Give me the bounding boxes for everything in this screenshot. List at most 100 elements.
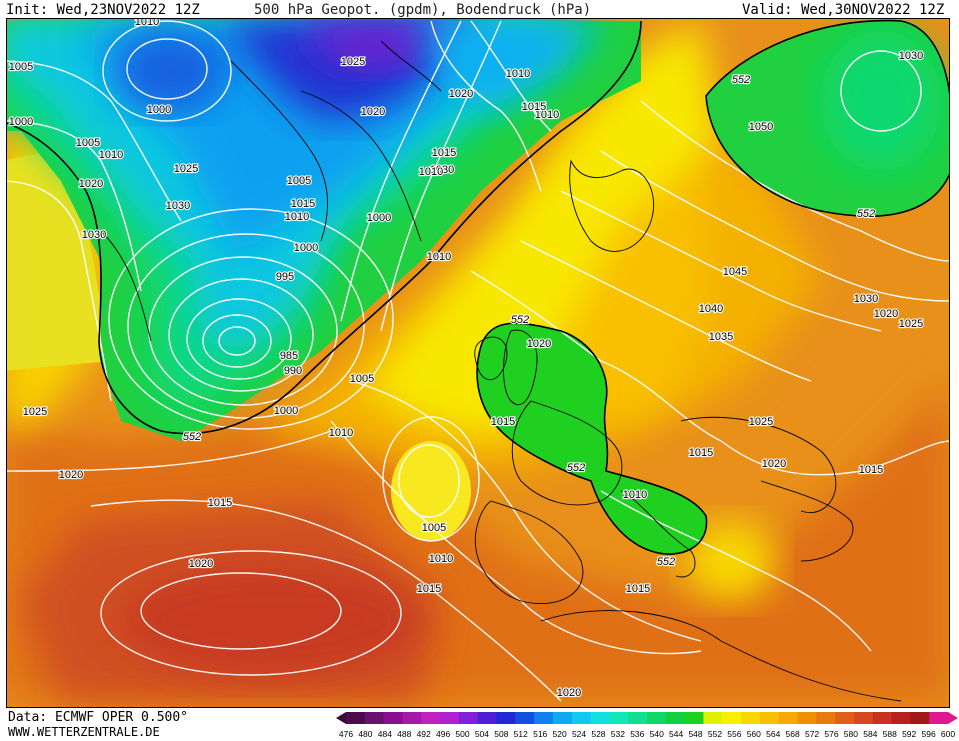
- scale-color-swatch: [778, 712, 798, 724]
- scale-tick-label: 600: [941, 729, 955, 739]
- isobar-label: 1010: [419, 166, 443, 178]
- isobar-label: 1030: [899, 50, 923, 62]
- color-scale-legend: 476 480 484 488 492 496 500 504 508 512 516 520 524 5…: [336, 712, 958, 739]
- geopotential-contour-label: 552: [567, 462, 585, 474]
- scale-color-swatch: [496, 712, 516, 724]
- scale-color-swatch: [853, 712, 874, 724]
- scale-tick-label: 524: [572, 729, 586, 739]
- scale-tick-label: 488: [397, 729, 411, 739]
- scale-tick-label: 484: [378, 729, 392, 739]
- isobar-label: 1020: [762, 458, 786, 470]
- isobar-label: 1015: [432, 147, 456, 159]
- map-title: 500 hPa Geopot. (gpdm), Bodendruck (hPa): [254, 2, 592, 18]
- scale-color-swatch: [440, 712, 460, 724]
- scale-color-swatch: [703, 712, 723, 724]
- scale-tick-label: 500: [455, 729, 469, 739]
- isobar-label: 985: [280, 350, 298, 362]
- scale-tick-label: 504: [475, 729, 489, 739]
- scale-tick-label: 576: [824, 729, 838, 739]
- isobar-label: 1030: [82, 229, 106, 241]
- isobar-label: 1030: [166, 200, 190, 212]
- weather-map[interactable]: 1010 1025 1020 1010 1005 1000 1000 1005 1010 1020…: [6, 18, 950, 708]
- scale-color-swatch: [515, 712, 535, 724]
- scale-tick-label: 528: [591, 729, 605, 739]
- scale-color-swatch: [759, 712, 780, 724]
- isobar-label: 1045: [723, 266, 747, 278]
- isobar-label: 1015: [689, 447, 713, 459]
- isobar-label: 1020: [874, 308, 898, 320]
- geopotential-contour-label: 552: [732, 74, 750, 86]
- scale-tick-label: 584: [863, 729, 877, 739]
- isobar-label: 1020: [527, 338, 551, 350]
- scale-tick-label: 588: [883, 729, 897, 739]
- scale-tick-label: 536: [630, 729, 644, 739]
- isobar-label: 1025: [341, 56, 365, 68]
- isobar-label: 1025: [899, 318, 923, 330]
- isobar-label: 1015: [208, 497, 232, 509]
- isobar-label: 995: [276, 271, 294, 283]
- geopotential-color-field: [7, 19, 949, 707]
- scale-color-swatch: [571, 712, 592, 724]
- isobar-label: 1010: [285, 211, 309, 223]
- isobar-label: 1015: [491, 416, 515, 428]
- isobar-label: 1010: [535, 109, 559, 121]
- geopotential-contour-label: 552: [657, 556, 675, 568]
- isobar-label: 1000: [294, 242, 318, 254]
- isobar-label: 1005: [76, 137, 100, 149]
- isobar-label: 1020: [59, 469, 83, 481]
- isobar-label: 1010: [329, 427, 353, 439]
- scale-tick-label: 596: [921, 729, 935, 739]
- website-label[interactable]: WWW.WETTERZENTRALE.DE: [8, 725, 160, 739]
- scale-color-swatch: [835, 712, 855, 724]
- scale-tick-label: 548: [688, 729, 702, 739]
- scale-tick-label: 476: [339, 729, 353, 739]
- scale-color-swatch: [421, 712, 441, 724]
- scale-color-swatch: [741, 712, 761, 724]
- isobar-label: 1005: [350, 373, 374, 385]
- scale-color-swatch: [910, 712, 930, 724]
- isobar-label: 1010: [429, 553, 453, 565]
- isobar-label: 1000: [147, 104, 171, 116]
- isobar-label: 1025: [749, 416, 773, 428]
- scale-color-swatch: [552, 712, 573, 724]
- scale-color-swatch: [816, 712, 836, 724]
- geopotential-contour-label: 552: [511, 314, 529, 326]
- isobar-label: 990: [284, 365, 302, 377]
- scale-tick-label: 568: [786, 729, 800, 739]
- scale-color-swatch: [684, 712, 704, 724]
- scale-min-arrow: [336, 712, 346, 724]
- geopotential-552-contours: [7, 19, 949, 555]
- init-time-label: Init: Wed,23NOV2022 12Z: [6, 2, 200, 18]
- scale-tick-label: 592: [902, 729, 916, 739]
- scale-color-swatch: [477, 712, 497, 724]
- scale-tick-label: 496: [436, 729, 450, 739]
- isobar-label: 1000: [274, 405, 298, 417]
- scale-tick-label: 544: [669, 729, 683, 739]
- scale-color-swatch: [458, 712, 479, 724]
- scale-color-swatch: [929, 712, 949, 724]
- scale-color-swatch: [402, 712, 422, 724]
- isobar-label: 1010: [427, 251, 451, 263]
- isobar-label: 1020: [361, 106, 385, 118]
- geopotential-labels: 552 552 552 552 552 552: [182, 73, 877, 569]
- isobar-label: 1015: [291, 198, 315, 210]
- isobar-label: 1030: [430, 164, 454, 176]
- scale-tick-label: 580: [844, 729, 858, 739]
- geopotential-contour-label: 552: [857, 208, 875, 220]
- scale-tick-label: 560: [747, 729, 761, 739]
- isobar-label: 1035: [709, 331, 733, 343]
- isobar-label: 1025: [23, 406, 47, 418]
- isobar-label: 1000: [367, 212, 391, 224]
- isobar-label: 1010: [506, 68, 530, 80]
- scale-color-swatch: [364, 712, 385, 724]
- scale-color-swatch: [346, 712, 366, 724]
- isobar-label: 1010: [135, 19, 159, 28]
- scale-tick-label: 532: [611, 729, 625, 739]
- scale-color-swatch: [628, 712, 648, 724]
- isobar-label: 1015: [417, 583, 441, 595]
- scale-color-swatch: [722, 712, 742, 724]
- isobar-label: 1020: [557, 687, 581, 699]
- scale-max-arrow: [948, 712, 958, 724]
- scale-color-swatch: [891, 712, 911, 724]
